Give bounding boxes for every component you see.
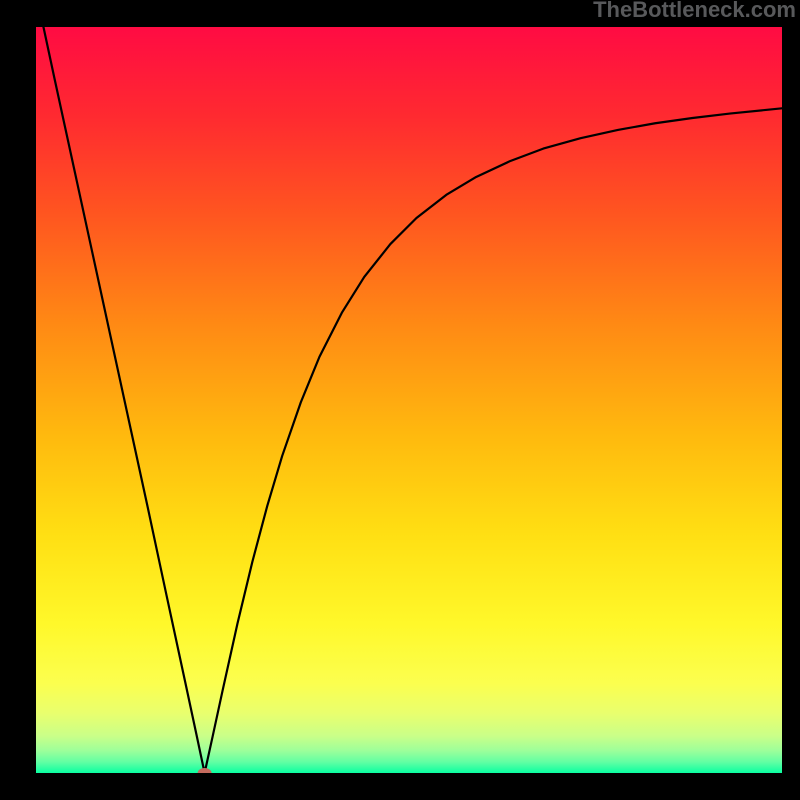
plot-area xyxy=(36,27,782,773)
plot-background xyxy=(36,27,782,773)
chart-container: TheBottleneck.com xyxy=(0,0,800,800)
watermark-text: TheBottleneck.com xyxy=(593,0,796,23)
